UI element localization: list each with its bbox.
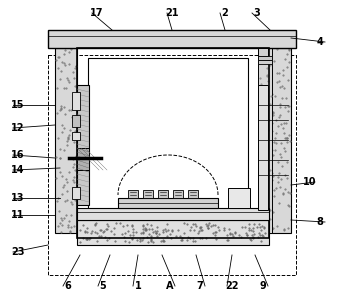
Text: 9: 9 [260,281,266,291]
Bar [88,58,248,223]
Text: 15: 15 [11,100,25,110]
Bar [258,48,268,56]
Bar [72,132,80,140]
Bar [72,115,80,127]
Text: 8: 8 [316,217,323,227]
Bar [48,55,296,275]
Text: 17: 17 [90,8,104,18]
Bar [118,198,218,208]
Bar [48,30,296,48]
Bar [55,48,77,233]
Text: 13: 13 [11,193,25,203]
Bar [188,190,198,198]
Bar [72,187,80,199]
Text: 5: 5 [100,281,106,291]
Bar [228,188,250,208]
Bar [269,48,291,233]
Text: 12: 12 [11,123,25,133]
Text: 22: 22 [225,281,239,291]
Bar [77,208,269,220]
Text: 3: 3 [254,8,260,18]
Bar [258,60,272,64]
Bar [258,85,268,210]
Text: 2: 2 [222,8,228,18]
Text: 11: 11 [11,210,25,220]
Text: 16: 16 [11,150,25,160]
Text: 7: 7 [197,281,203,291]
Bar [77,48,269,238]
Text: 10: 10 [303,177,317,187]
Bar [77,220,269,245]
Bar [128,190,138,198]
Text: 6: 6 [65,281,71,291]
Text: 14: 14 [11,165,25,175]
Bar [77,85,89,205]
Bar [143,190,153,198]
Text: 21: 21 [165,8,179,18]
Text: 1: 1 [135,281,141,291]
Text: A: A [166,281,174,291]
Bar [258,56,272,60]
Bar [258,48,272,233]
Text: 23: 23 [11,247,25,257]
Text: 4: 4 [316,37,323,47]
Bar [173,190,183,198]
Bar [77,148,89,170]
Bar [158,190,168,198]
Bar [72,92,80,110]
